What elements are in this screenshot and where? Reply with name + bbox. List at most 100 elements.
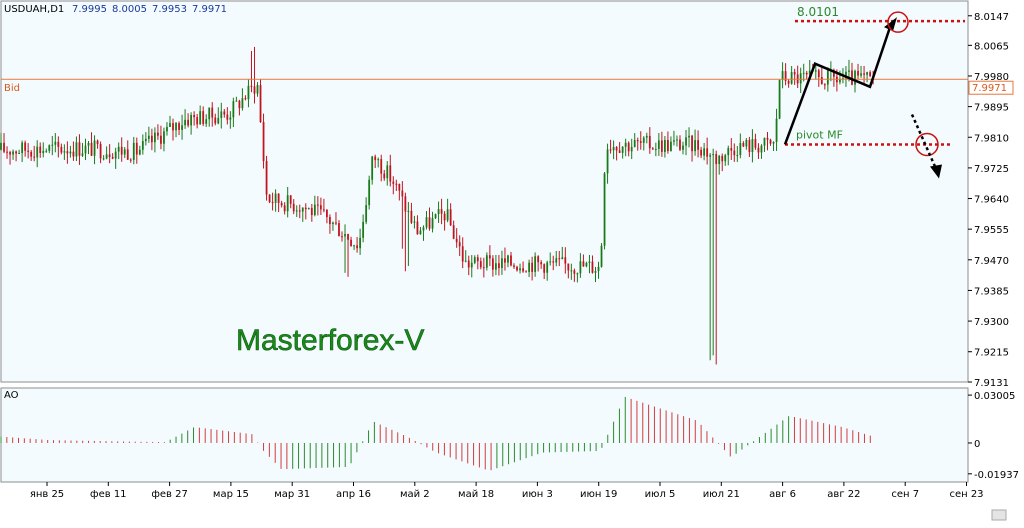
time-tick-label: июн 3 (522, 489, 553, 500)
candle-body (585, 262, 588, 267)
candle-body (51, 144, 54, 146)
candle-body (150, 135, 153, 143)
candle-body (253, 86, 256, 94)
candle-body (718, 155, 721, 165)
candle-body (823, 84, 826, 86)
candle-body (522, 268, 524, 272)
time-tick-label: мар 31 (274, 489, 310, 500)
candle-body (365, 205, 368, 222)
time-tick-label: мар 15 (213, 489, 249, 500)
candle-body (537, 256, 540, 263)
candle-body (845, 71, 847, 79)
candle-body (368, 179, 371, 206)
candle-body (356, 245, 358, 249)
candle-body (21, 142, 24, 154)
candle-body (117, 146, 120, 152)
candle-body (552, 261, 555, 263)
candle-body (226, 114, 229, 120)
candle-body (105, 154, 108, 159)
candle-body (588, 261, 591, 263)
candle-body (473, 257, 476, 263)
candle-body (549, 261, 552, 263)
candle-body (316, 204, 319, 206)
candles (0, 46, 875, 365)
candle-body (141, 141, 144, 150)
candle-body (223, 111, 226, 115)
candle-body (730, 148, 733, 151)
candle-body (220, 111, 223, 118)
candle-body (651, 148, 654, 150)
candle-body (322, 209, 325, 211)
candle-body (190, 115, 193, 126)
watermark: Masterforex-V (236, 324, 424, 357)
candle-body (513, 265, 515, 267)
candle-body (380, 159, 383, 174)
candle-body (157, 132, 159, 136)
candle-body (639, 141, 642, 143)
candle-body (419, 230, 422, 235)
candle-body (507, 255, 509, 263)
candle-body (24, 142, 27, 151)
ao-label: AO (4, 390, 19, 401)
target-label: 8.0101 (797, 5, 839, 19)
candle-body (603, 173, 606, 246)
price-tick-label: 7.9555 (974, 225, 1009, 236)
ao-plot-area (0, 387, 969, 483)
candle-body (229, 117, 232, 120)
candle-body (96, 140, 99, 144)
scroll-grip[interactable] (991, 509, 1007, 521)
candle-body (144, 138, 147, 142)
time-tick-label: июл 21 (703, 489, 740, 500)
candle-body (488, 255, 491, 259)
candle-body (344, 234, 346, 237)
candle-body (262, 122, 265, 162)
candle-body (670, 141, 672, 152)
candle-body (754, 139, 757, 148)
candle-body (172, 123, 174, 131)
candle-body (630, 146, 633, 152)
candle-body (166, 126, 168, 132)
candle-body (757, 147, 760, 153)
candle-body (751, 139, 754, 153)
candle-body (839, 79, 841, 83)
candle-body (407, 210, 410, 212)
candle-body (495, 263, 497, 270)
candle-body (621, 146, 624, 153)
candle-body (395, 183, 398, 185)
candle-body (69, 151, 72, 154)
candle-body (805, 72, 808, 75)
price-tick-label: 8.0147 (974, 12, 1009, 23)
candle-body (814, 70, 817, 72)
candle-body (78, 142, 81, 156)
candle-body (449, 209, 452, 226)
candle-body (235, 100, 238, 102)
candle-body (123, 149, 126, 155)
candle-body (591, 261, 594, 273)
candle-body (793, 72, 796, 75)
candle-body (27, 150, 30, 152)
candle-body (244, 98, 247, 100)
candle-body (135, 142, 138, 155)
candle-body (790, 72, 793, 84)
candle-body (534, 256, 537, 272)
candle-body (383, 173, 386, 179)
candle-body (636, 140, 639, 142)
candle-body (657, 140, 660, 150)
candle-body (452, 225, 455, 239)
candle-body (250, 85, 253, 87)
downside-arrowhead (930, 164, 942, 179)
candle-body (461, 246, 464, 262)
candle-body (733, 150, 736, 156)
candle-body (163, 131, 165, 144)
candle-body (612, 147, 615, 151)
candle-body (854, 70, 856, 85)
candle-body (319, 205, 322, 210)
candle-body (374, 156, 377, 161)
target-circle (887, 11, 909, 33)
candle-body (301, 207, 304, 212)
candle-body (721, 155, 724, 162)
candle-body (404, 196, 407, 212)
candle-body (691, 135, 693, 152)
candle-body (259, 85, 262, 123)
